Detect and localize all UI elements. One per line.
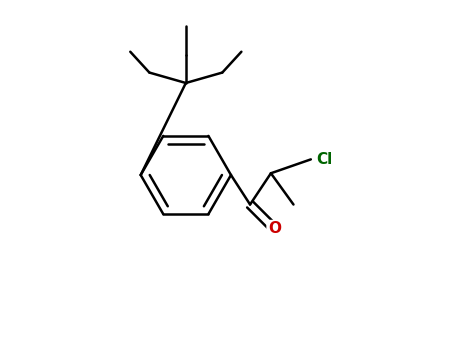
Text: Cl: Cl (316, 152, 332, 167)
Text: O: O (268, 221, 281, 236)
